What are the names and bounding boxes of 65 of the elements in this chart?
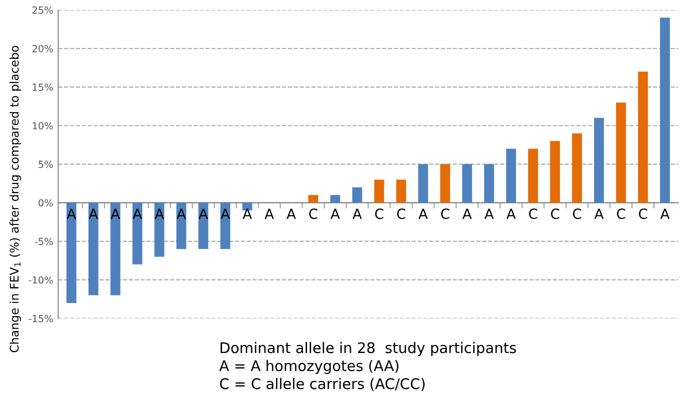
x-tick-label: A <box>132 208 142 219</box>
y-tick-label: -5% <box>34 238 53 246</box>
bar <box>616 102 626 203</box>
x-axis-title: Dominant allele in 28 study participants A = A homozygotes (AA) C = C allele carriers (AC/CC) <box>219 342 516 391</box>
bar <box>66 202 76 303</box>
x-tick-label: A <box>176 208 186 219</box>
y-tick-label: 0% <box>38 199 53 207</box>
x-tick-label: A <box>198 208 208 219</box>
bar <box>396 180 406 203</box>
x-tick-label: A <box>154 208 164 219</box>
bar <box>88 202 98 296</box>
bar <box>352 187 362 203</box>
y-tick-label: 15% <box>32 84 53 91</box>
bar <box>462 164 472 203</box>
x-tick-label: A <box>462 208 472 219</box>
x-tick-label: A <box>66 208 76 219</box>
x-tick-label: C <box>616 208 626 220</box>
bar <box>308 195 318 203</box>
x-tick-label: A <box>330 208 340 219</box>
bar <box>660 18 670 203</box>
x-tick-label: A <box>110 208 120 219</box>
x-tick-label: C <box>528 208 538 220</box>
bar <box>330 195 340 203</box>
bar <box>638 72 648 203</box>
bar <box>110 202 120 296</box>
x-tick-label: A <box>660 208 670 219</box>
x-tick-label: A <box>264 208 274 219</box>
bar <box>374 180 384 203</box>
bar <box>176 202 186 249</box>
bar <box>132 202 142 264</box>
y-tick-label: 10% <box>32 122 53 130</box>
x-tick-label: A <box>286 208 296 219</box>
x-tick-label: C <box>397 208 406 220</box>
bar <box>484 164 494 203</box>
x-tick-label: C <box>375 208 384 220</box>
bar <box>594 118 604 203</box>
x-tick-label: A <box>88 208 98 219</box>
x-tick-label: A <box>242 208 252 219</box>
bar <box>550 141 560 203</box>
x-tick-label: C <box>309 208 318 220</box>
bar <box>154 202 164 257</box>
x-tick-label: A <box>220 208 230 219</box>
x-tick-label: A <box>352 208 362 219</box>
x-tick-label: C <box>441 208 450 220</box>
y-tick-label: 20% <box>32 44 53 52</box>
y-axis-title: Change in FEV$_{1}$ (%) after drug compared to placebo <box>10 46 22 352</box>
x-tick-label: C <box>638 208 648 220</box>
bar <box>528 148 538 203</box>
bar <box>220 202 230 249</box>
x-tick-label: A <box>594 208 604 219</box>
bar <box>440 164 450 203</box>
x-tick-label: A <box>506 208 516 219</box>
bar <box>418 164 428 203</box>
bar <box>198 202 208 249</box>
y-tick-label: 25% <box>32 6 53 14</box>
y-tick-label: 5% <box>38 160 53 168</box>
x-tick-label: A <box>484 208 494 219</box>
x-tick-label: A <box>418 208 428 219</box>
bar <box>506 148 516 203</box>
bar <box>572 133 582 203</box>
y-tick-label: -15% <box>28 314 53 322</box>
y-tick-label: -10% <box>28 276 53 284</box>
x-tick-label: C <box>572 208 582 220</box>
x-tick-label: C <box>550 208 560 220</box>
bar <box>242 202 252 210</box>
